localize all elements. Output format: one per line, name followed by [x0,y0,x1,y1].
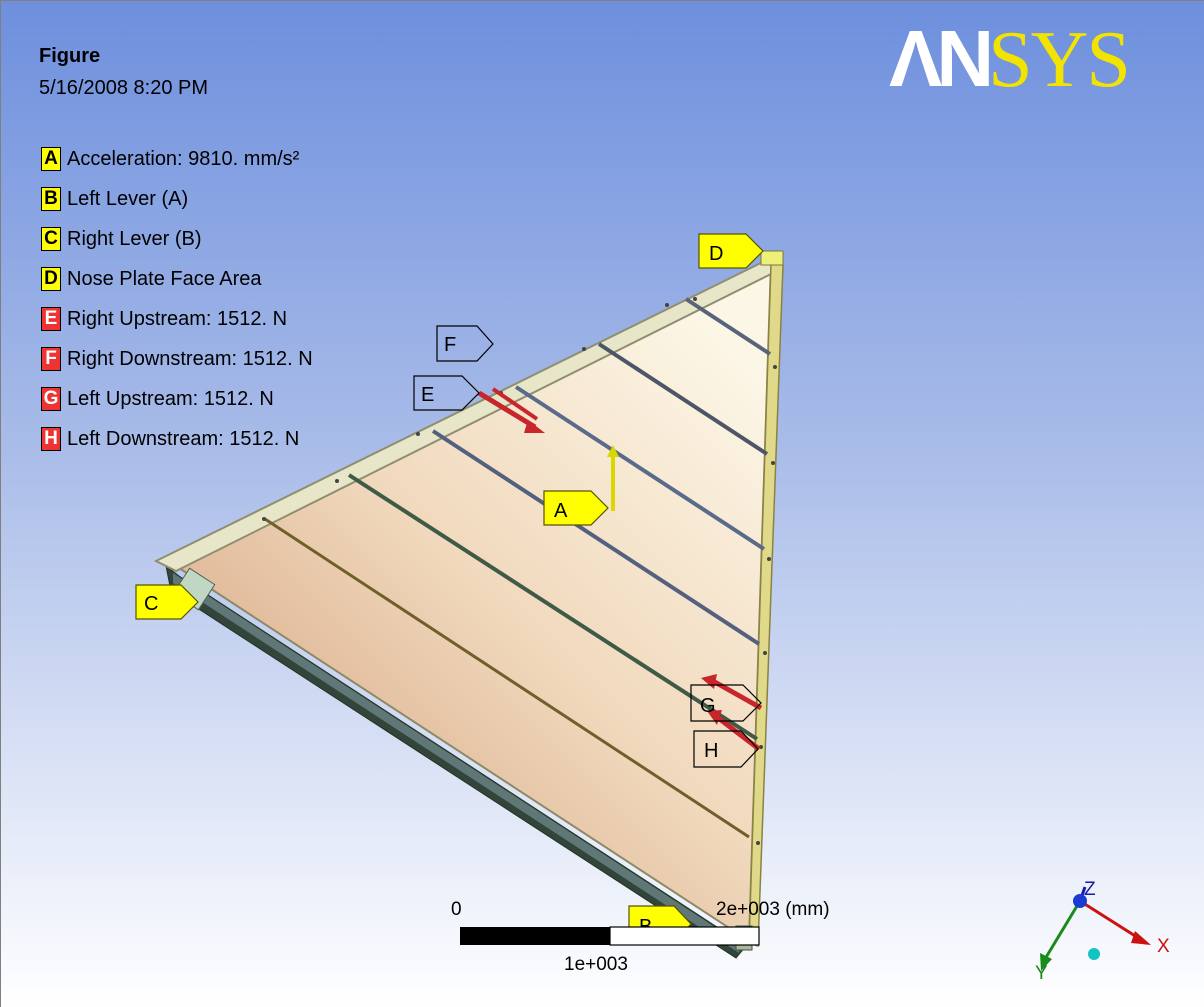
svg-text:A: A [554,500,568,522]
force-arrow-e [477,390,545,433]
boundary-condition-legend: A Acceleration: 9810. mm/s² B Left Lever… [41,139,313,459]
legend-label: Right Upstream: 1512. N [67,307,288,330]
legend-key: E [41,307,61,331]
legend-item[interactable]: C Right Lever (B) [41,219,313,259]
legend-key: D [41,267,61,291]
figure-title: Figure [39,45,101,67]
legend-item[interactable]: F Right Downstream: 1512. N [41,339,313,379]
legend-key: C [41,227,61,251]
stiffener-line [347,473,759,741]
scale-bar [460,926,760,946]
legend-label: Left Upstream: 1512. N [67,387,274,410]
ansys-logo: ΛNSYS [889,14,1131,104]
legend-item[interactable]: B Left Lever (A) [41,179,313,219]
triad-y-label: Y [1035,963,1048,984]
legend-key: G [41,387,61,411]
legend-item[interactable]: E Right Upstream: 1512. N [41,299,313,339]
svg-text:D: D [709,243,723,265]
triad-x-label: X [1157,936,1170,957]
force-arrow-f [491,387,539,421]
stiffener-line [431,429,761,646]
legend-label: Nose Plate Face Area [67,267,262,290]
tag-e[interactable]: E [413,375,480,411]
legend-item[interactable]: A Acceleration: 9810. mm/s² [41,139,313,179]
scale-mid-label: 1e+003 [564,954,628,975]
stiffener-line [684,297,772,356]
tag-c[interactable]: C [135,584,199,620]
legend-key: A [41,147,61,171]
figure-timestamp: 5/16/2008 8:20 PM [39,77,209,99]
tag-d[interactable]: D [698,233,764,269]
stiffener-line [264,517,750,839]
legend-label: Acceleration: 9810. mm/s² [67,147,300,170]
legend-label: Right Downstream: 1512. N [67,347,313,370]
triad-z-label: Z [1084,879,1096,900]
scale-end-label: 2e+003 (mm) [716,899,830,920]
legend-label: Left Downstream: 1512. N [67,427,300,450]
nose-plate-model[interactable] [153,250,784,959]
axis-triad[interactable]: Z X Y [1035,879,1170,984]
legend-item[interactable]: D Nose Plate Face Area [41,259,313,299]
tag-f[interactable]: F [436,325,494,362]
svg-text:G: G [700,695,716,717]
legend-label: Left Lever (A) [67,187,189,210]
svg-text:C: C [144,593,158,615]
legend-label: Right Lever (B) [67,227,202,250]
scale-start-label: 0 [451,899,462,920]
svg-text:F: F [444,334,456,356]
plate-edge-highlight [173,573,741,953]
acceleration-arrow [607,445,619,511]
svg-text:H: H [704,740,718,762]
tag-h[interactable]: H [693,730,759,768]
legend-key: H [41,427,61,451]
tag-a[interactable]: A [543,490,609,526]
legend-item[interactable]: G Left Upstream: 1512. N [41,379,313,419]
tag-g[interactable]: G [690,684,762,722]
stiffener-line [514,385,766,551]
legend-key: F [41,347,61,371]
stiffener-line [597,342,769,456]
nose-tip-block [760,250,784,266]
svg-text:E: E [421,384,434,406]
legend-item[interactable]: H Left Downstream: 1512. N [41,419,313,459]
legend-key: B [41,187,61,211]
